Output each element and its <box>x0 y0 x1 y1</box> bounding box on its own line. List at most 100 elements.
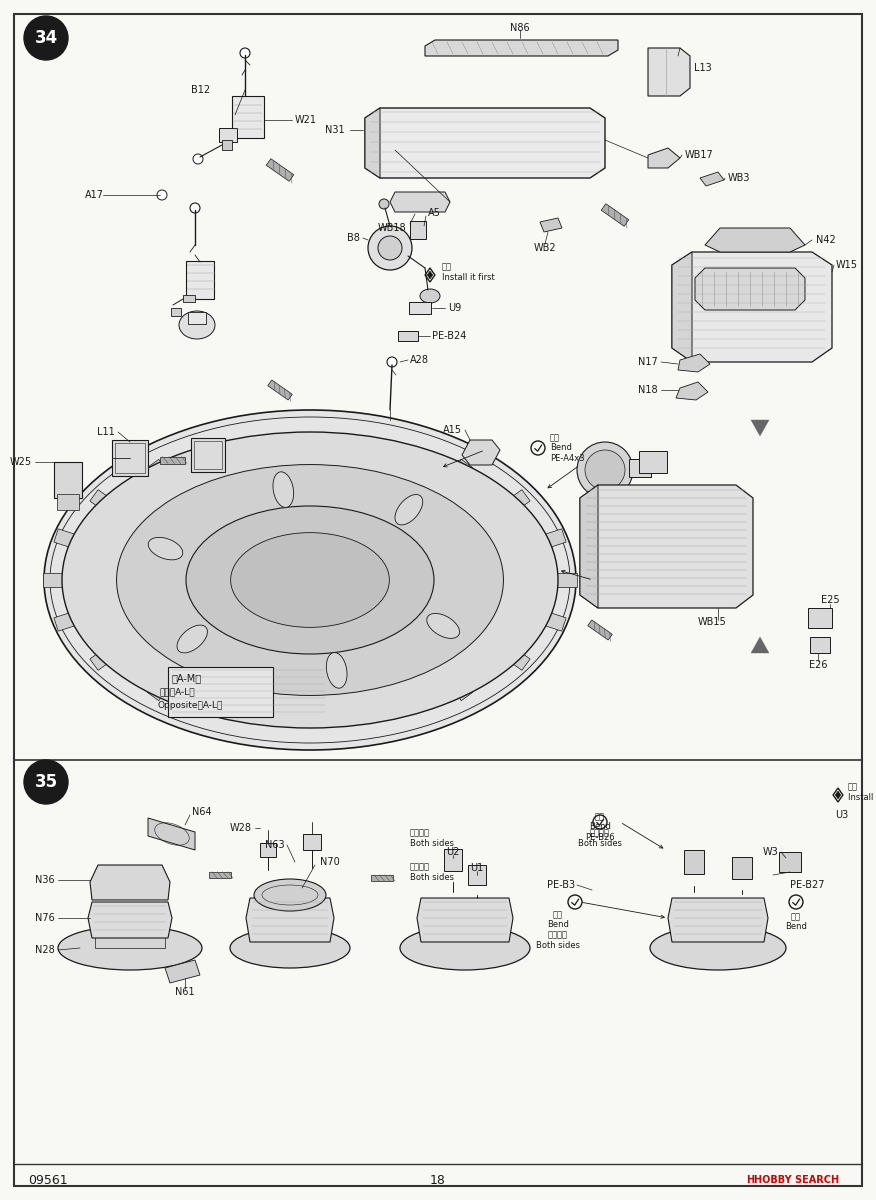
Bar <box>54 462 82 498</box>
Polygon shape <box>246 898 334 942</box>
Polygon shape <box>535 610 566 631</box>
Text: N63: N63 <box>265 840 285 850</box>
Bar <box>409 302 431 314</box>
Bar <box>684 850 704 874</box>
Text: 先装
Install it first: 先装 Install it first <box>442 263 495 282</box>
Bar <box>219 128 237 142</box>
Text: 先装
Install it first: 先装 Install it first <box>848 782 876 802</box>
Polygon shape <box>499 642 530 671</box>
Polygon shape <box>700 172 724 186</box>
Bar <box>303 834 321 850</box>
Text: U3: U3 <box>836 810 849 820</box>
Ellipse shape <box>650 926 786 970</box>
Polygon shape <box>171 308 181 316</box>
Bar <box>410 221 426 239</box>
Polygon shape <box>90 490 121 517</box>
Polygon shape <box>378 689 399 719</box>
Text: PE-B27: PE-B27 <box>790 880 824 890</box>
Polygon shape <box>390 192 450 212</box>
Text: E25: E25 <box>821 595 839 605</box>
Polygon shape <box>648 148 680 168</box>
Ellipse shape <box>273 472 293 508</box>
Ellipse shape <box>177 625 208 653</box>
Text: 弯曲
Bend: 弯曲 Bend <box>785 912 807 931</box>
Text: WB18: WB18 <box>378 223 406 233</box>
Polygon shape <box>836 791 841 799</box>
Polygon shape <box>148 818 195 850</box>
Bar <box>629 458 651 476</box>
Ellipse shape <box>585 450 625 490</box>
Text: U1: U1 <box>470 863 484 874</box>
Text: 《A-M》: 《A-M》 <box>172 673 202 683</box>
Polygon shape <box>209 871 231 878</box>
Ellipse shape <box>117 464 504 696</box>
Polygon shape <box>462 440 500 464</box>
Text: N18: N18 <box>639 385 658 395</box>
Ellipse shape <box>254 878 326 911</box>
Polygon shape <box>43 572 71 587</box>
Text: N17: N17 <box>639 358 658 367</box>
Ellipse shape <box>327 653 347 688</box>
Text: H: H <box>746 1175 754 1186</box>
Text: A5: A5 <box>428 208 441 218</box>
Ellipse shape <box>148 538 183 560</box>
Circle shape <box>24 760 68 804</box>
Text: W25: W25 <box>10 457 32 467</box>
Ellipse shape <box>230 928 350 968</box>
Polygon shape <box>445 670 472 701</box>
Polygon shape <box>648 48 690 96</box>
Text: A17: A17 <box>85 190 104 200</box>
Ellipse shape <box>427 613 460 638</box>
Polygon shape <box>183 295 195 302</box>
Polygon shape <box>54 610 85 631</box>
Bar <box>444 850 462 871</box>
Bar <box>808 608 832 628</box>
Text: HOBBY SEARCH: HOBBY SEARCH <box>754 1175 839 1186</box>
Polygon shape <box>221 689 243 719</box>
Text: B8: B8 <box>347 233 360 242</box>
Polygon shape <box>147 670 175 701</box>
Text: WB17: WB17 <box>685 150 714 160</box>
Text: A15: A15 <box>443 425 462 434</box>
Text: N86: N86 <box>510 23 530 32</box>
Text: N64: N64 <box>192 806 212 817</box>
Polygon shape <box>365 108 380 178</box>
Polygon shape <box>601 204 629 227</box>
Polygon shape <box>751 420 769 436</box>
Text: L11: L11 <box>97 427 115 437</box>
Polygon shape <box>266 158 293 181</box>
Polygon shape <box>695 268 805 310</box>
Ellipse shape <box>400 926 530 970</box>
Text: W3: W3 <box>762 847 778 857</box>
Polygon shape <box>580 485 753 608</box>
Text: U2: U2 <box>446 847 460 857</box>
Text: 34: 34 <box>34 29 58 47</box>
Ellipse shape <box>577 442 633 498</box>
Bar <box>112 440 148 476</box>
Polygon shape <box>751 637 769 653</box>
Polygon shape <box>90 642 121 671</box>
Text: L13: L13 <box>694 62 711 73</box>
Text: 35: 35 <box>34 773 58 791</box>
Polygon shape <box>371 875 393 881</box>
Bar <box>779 852 801 872</box>
Ellipse shape <box>44 410 576 750</box>
Text: 弯曲
Bend
PE-B26: 弯曲 Bend PE-B26 <box>585 812 615 842</box>
Polygon shape <box>147 460 175 491</box>
Ellipse shape <box>395 494 423 524</box>
Text: Opposite《A-L》: Opposite《A-L》 <box>158 702 223 710</box>
Polygon shape <box>425 40 618 56</box>
Text: N31: N31 <box>325 125 345 134</box>
Text: 対側相同
Both sides: 対側相同 Both sides <box>410 828 454 847</box>
Ellipse shape <box>420 289 440 302</box>
Polygon shape <box>499 490 530 517</box>
Polygon shape <box>221 440 243 472</box>
Bar <box>115 443 145 473</box>
Polygon shape <box>535 529 566 551</box>
Ellipse shape <box>186 506 434 654</box>
Polygon shape <box>159 456 185 463</box>
Text: N76: N76 <box>35 913 55 923</box>
Bar <box>57 494 79 510</box>
Polygon shape <box>165 960 200 983</box>
Bar <box>194 440 222 469</box>
